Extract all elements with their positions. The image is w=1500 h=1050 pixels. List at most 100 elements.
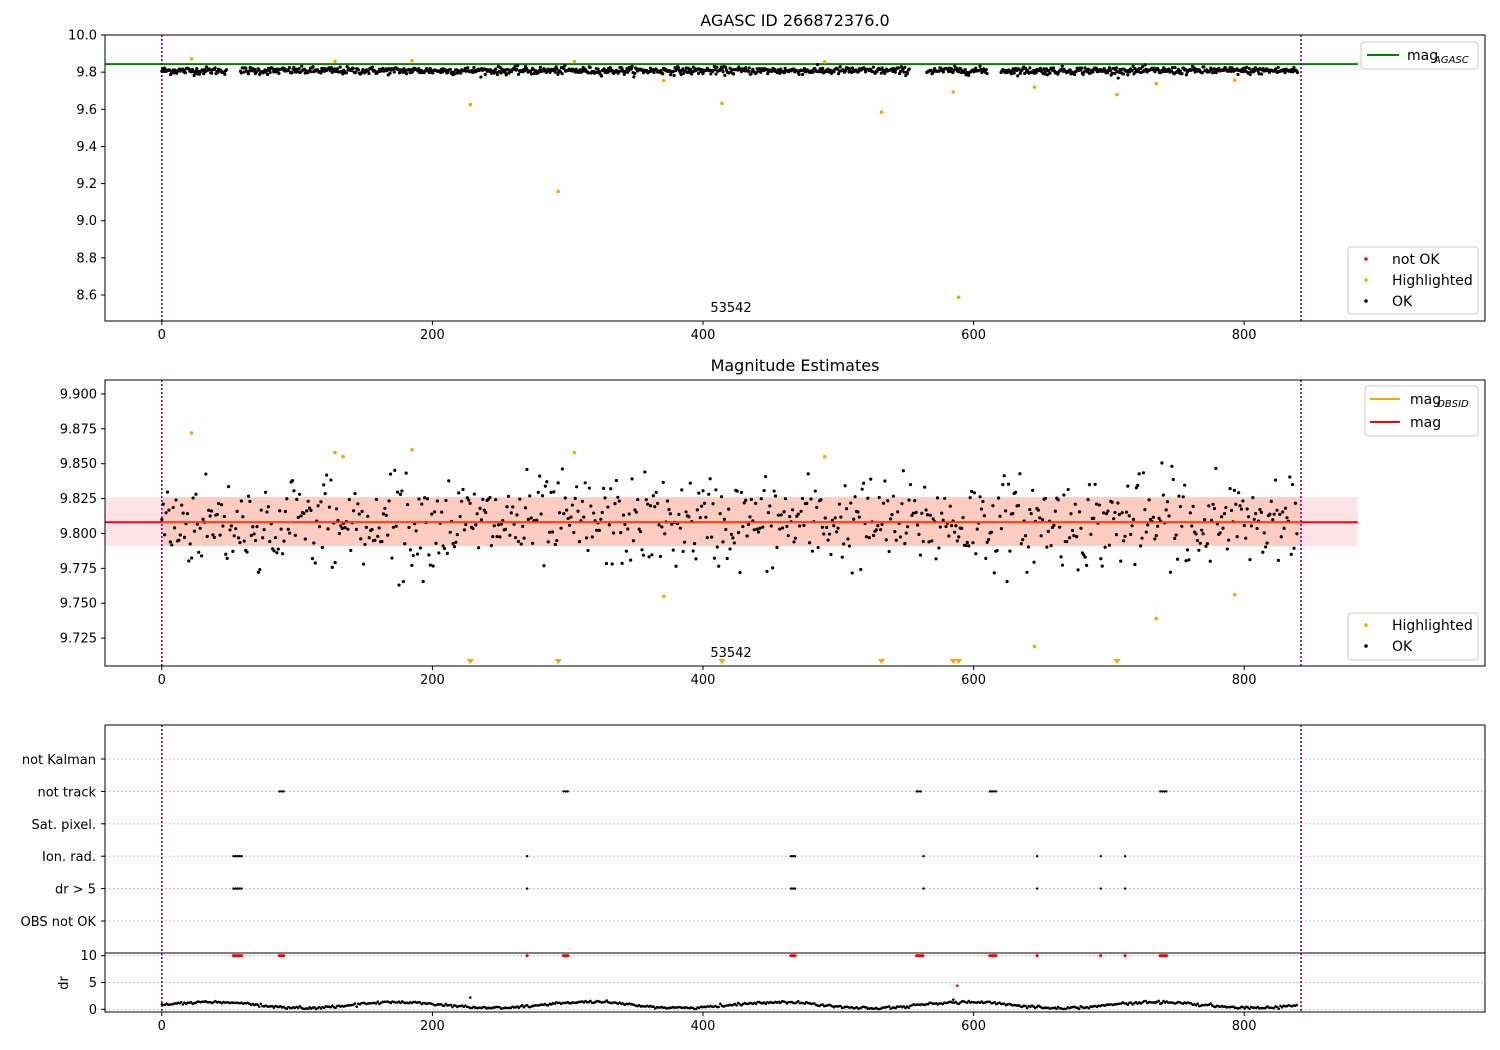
ok-point <box>871 65 876 69</box>
dr-point <box>449 1003 453 1007</box>
panel2-legend-points: Highlighted OK <box>1347 612 1479 661</box>
flag-point <box>280 790 283 793</box>
dr-point <box>965 1001 969 1004</box>
ok-point <box>880 66 884 70</box>
flag-point <box>793 887 797 890</box>
ok-point <box>1173 536 1177 540</box>
ok-point <box>632 75 636 79</box>
ok-point <box>384 513 388 517</box>
ok-point <box>1091 70 1095 74</box>
ok-point <box>1248 558 1252 562</box>
ok-point <box>228 528 232 532</box>
ok-point <box>713 68 717 72</box>
ok-point <box>319 500 323 504</box>
ok-point <box>1129 532 1133 537</box>
ok-point <box>698 515 702 520</box>
ok-point <box>658 554 663 559</box>
ok-point <box>482 508 486 512</box>
ok-point <box>529 516 533 520</box>
ok-point <box>1038 516 1042 520</box>
dr-point <box>1024 1004 1027 1008</box>
ok-point <box>724 65 728 69</box>
ok-point <box>880 522 884 526</box>
ok-point <box>668 512 672 516</box>
ok-point <box>509 511 513 515</box>
dr-point <box>444 1002 448 1006</box>
ok-point <box>1147 498 1151 502</box>
ok-point <box>811 70 815 74</box>
ok-point <box>513 64 517 69</box>
ok-point <box>991 504 995 508</box>
ok-point <box>313 561 317 565</box>
ok-point <box>367 536 371 540</box>
ok-point <box>194 69 198 73</box>
ok-point <box>458 514 462 519</box>
ok-point <box>590 535 594 539</box>
x-tick-label: 0 <box>158 673 166 688</box>
ok-point <box>474 523 478 527</box>
dr-point <box>1275 1005 1279 1009</box>
ok-point <box>253 538 258 543</box>
ok-point <box>1181 495 1185 499</box>
ok-point <box>622 72 626 76</box>
ok-point <box>921 539 925 544</box>
ok-point <box>869 477 873 481</box>
ok-point <box>599 74 604 78</box>
ok-point <box>306 499 310 503</box>
ok-point <box>511 505 515 509</box>
ok-point <box>947 534 951 538</box>
ok-point <box>1154 533 1158 538</box>
ok-point <box>614 478 619 483</box>
ok-point <box>955 539 959 543</box>
ok-point <box>835 67 840 71</box>
ok-point <box>1161 70 1165 74</box>
ok-point <box>609 487 613 491</box>
ok-point <box>1255 526 1259 531</box>
ok-point <box>592 511 596 515</box>
ok-point <box>1058 525 1062 529</box>
flag-point <box>1123 887 1127 890</box>
ok-point <box>1067 536 1072 540</box>
ok-point <box>1245 507 1249 511</box>
ok-point <box>1089 532 1093 536</box>
ok-point <box>548 530 552 534</box>
ok-point <box>653 505 657 509</box>
ok-point <box>1031 488 1035 492</box>
highlighted-point <box>1232 593 1237 597</box>
ok-point <box>287 65 292 70</box>
ok-point <box>669 73 673 77</box>
dr-high-point <box>525 954 529 958</box>
ok-point <box>613 502 617 506</box>
ok-point <box>783 497 788 501</box>
ok-point <box>876 524 880 528</box>
ok-point <box>374 497 378 501</box>
ok-point <box>624 549 628 553</box>
ok-point <box>874 528 878 532</box>
ok-point <box>924 508 928 512</box>
ok-point <box>297 67 301 71</box>
ok-point <box>182 535 187 539</box>
ok-point <box>221 524 225 528</box>
ok-point <box>857 515 861 519</box>
ok-point <box>283 509 288 514</box>
dr-point <box>256 1003 259 1006</box>
ok-point <box>1108 68 1112 73</box>
dr-point <box>517 1006 521 1010</box>
ok-point <box>1275 508 1279 512</box>
ok-point <box>292 489 296 493</box>
ok-point <box>1229 508 1234 513</box>
x-tick-label: 200 <box>420 328 445 343</box>
ok-point <box>441 544 445 548</box>
ok-point <box>941 70 945 74</box>
ok-point <box>1269 499 1273 503</box>
ok-point <box>1157 516 1161 520</box>
ok-point <box>366 514 370 518</box>
dr-high-point <box>1035 954 1039 958</box>
ok-point <box>239 71 243 75</box>
ok-point <box>719 495 724 499</box>
ok-point <box>334 507 339 511</box>
ok-point <box>400 489 404 493</box>
ok-point <box>913 499 917 503</box>
ok-point <box>1245 65 1249 69</box>
ok-point <box>960 526 964 530</box>
